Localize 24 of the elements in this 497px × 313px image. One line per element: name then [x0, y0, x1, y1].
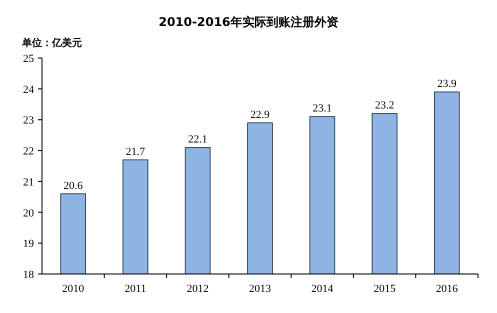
y-tick-label: 18: [23, 269, 34, 281]
x-tick-label: 2012: [186, 283, 209, 295]
data-label: 20.6: [64, 180, 84, 192]
data-label: 23.2: [374, 100, 394, 112]
x-tick-label: 2014: [311, 283, 334, 295]
chart-title: 2010-2016年实际到账注册外资: [158, 15, 338, 29]
x-tick-label: 2013: [249, 283, 272, 295]
data-label: 22.9: [250, 108, 270, 121]
data-label: 23.9: [437, 78, 457, 90]
data-label: 22.1: [188, 133, 208, 146]
data-label: 21.7: [126, 146, 146, 158]
data-label: 23.1: [312, 102, 332, 115]
y-axis-title: 单位：亿美元: [21, 37, 82, 49]
x-tick-label: 2016: [436, 283, 458, 295]
x-tick-label: 2011: [124, 283, 146, 295]
x-tick-label: 2015: [374, 283, 396, 295]
y-tick-label: 22: [23, 146, 34, 158]
y-tick-label: 20: [23, 207, 34, 220]
y-tick-label: 19: [23, 238, 34, 250]
y-tick-label: 25: [23, 53, 34, 65]
y-tick-label: 23: [23, 114, 34, 127]
x-tick-label: 2010: [62, 283, 85, 295]
y-tick-label: 24: [23, 84, 34, 96]
y-tick-label: 21: [23, 176, 34, 188]
